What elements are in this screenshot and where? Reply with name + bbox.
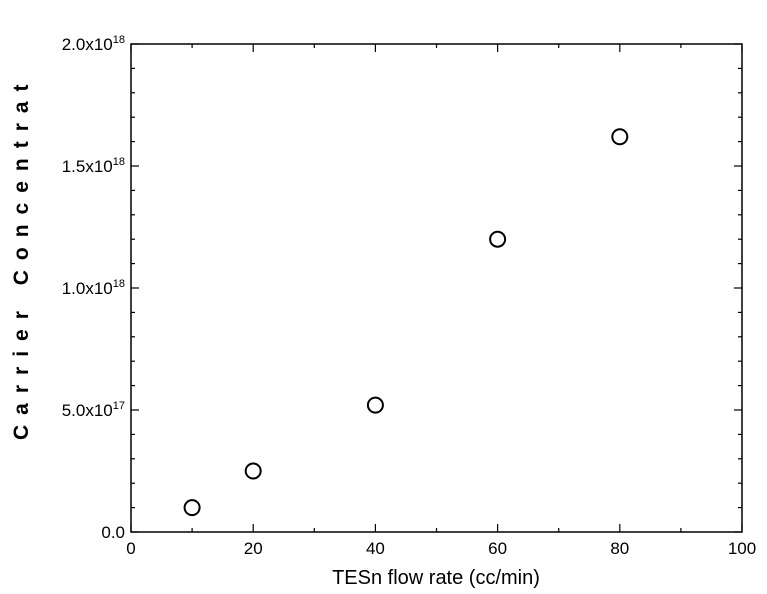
y-axis-title: Carrier Concentrat bbox=[10, 74, 33, 440]
y-axis-tick-labels: 0.0 5.0x1017 1.0x1018 1.5x1018 2.0x1018 bbox=[62, 34, 125, 542]
data-point bbox=[183, 499, 201, 517]
data-point bbox=[244, 462, 262, 480]
data-points bbox=[183, 128, 629, 517]
x-tick-label: 80 bbox=[610, 539, 629, 558]
y-tick-label: 1.0x1018 bbox=[62, 278, 125, 298]
x-tick-label: 20 bbox=[244, 539, 263, 558]
y-tick-label: 0.0 bbox=[101, 523, 125, 542]
y-tick-label: 5.0x1017 bbox=[62, 400, 125, 420]
x-tick-label: 60 bbox=[488, 539, 507, 558]
x-axis-tick-labels: 0 20 40 60 80 100 bbox=[126, 539, 756, 558]
y-tick-label: 2.0x1018 bbox=[62, 34, 125, 54]
x-tick-label: 0 bbox=[126, 539, 135, 558]
data-point bbox=[489, 230, 507, 248]
x-axis-title: TESn flow rate (cc/min) bbox=[332, 567, 540, 589]
y-tick-label: 1.5x1018 bbox=[62, 156, 125, 176]
x-tick-label: 40 bbox=[366, 539, 385, 558]
x-axis-ticks bbox=[130, 44, 743, 532]
data-point bbox=[366, 396, 384, 414]
data-point bbox=[611, 128, 629, 146]
plot-area-frame bbox=[130, 43, 743, 533]
x-tick-label: 100 bbox=[728, 539, 756, 558]
y-axis-ticks bbox=[131, 43, 742, 533]
